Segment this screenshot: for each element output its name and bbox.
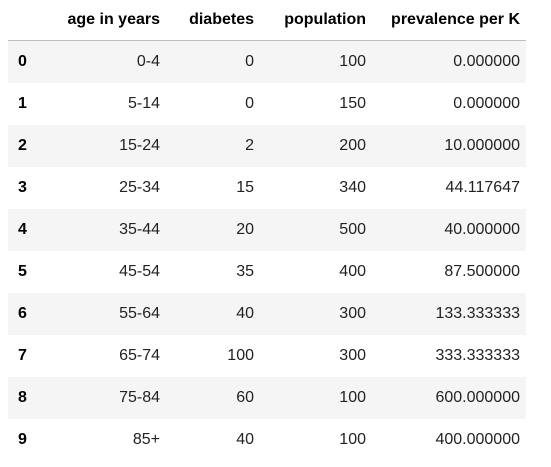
cell-diabetes: 2 bbox=[245, 136, 254, 154]
column-header-age: age in years bbox=[48, 0, 166, 41]
cell-population: 150 bbox=[339, 94, 366, 112]
cell-age: 85+ bbox=[132, 430, 160, 448]
column-header-population: population bbox=[260, 0, 372, 41]
row-index: 2 bbox=[18, 136, 27, 154]
cell-age: 75-84 bbox=[119, 388, 160, 406]
cell-diabetes: 40 bbox=[236, 430, 254, 448]
cell-prevalence: 600.000000 bbox=[435, 388, 520, 406]
cell-diabetes: 60 bbox=[236, 388, 254, 406]
table-row: 4 35-44 20 500 40.000000 bbox=[8, 208, 526, 251]
cell-population: 340 bbox=[339, 178, 366, 196]
row-index: 0 bbox=[18, 52, 27, 70]
row-index: 7 bbox=[18, 346, 27, 364]
cell-age: 25-34 bbox=[119, 178, 160, 196]
table-row: 3 25-34 15 340 44.117647 bbox=[8, 167, 526, 209]
cell-prevalence: 10.000000 bbox=[444, 136, 520, 154]
cell-prevalence: 0.000000 bbox=[453, 52, 520, 70]
cell-prevalence: 40.000000 bbox=[444, 220, 520, 238]
table-row: 8 75-84 60 100 600.000000 bbox=[8, 376, 526, 419]
cell-age: 15-24 bbox=[119, 136, 160, 154]
table-header: age in years diabetes population prevale… bbox=[8, 0, 526, 41]
table-row: 9 85+ 40 100 400.000000 bbox=[8, 419, 526, 461]
cell-population: 500 bbox=[339, 220, 366, 238]
table-row: 2 15-24 2 200 10.000000 bbox=[8, 124, 526, 167]
table-row: 6 55-64 40 300 133.333333 bbox=[8, 292, 526, 335]
row-index: 8 bbox=[18, 388, 27, 406]
row-index: 9 bbox=[18, 430, 27, 448]
column-header-prevalence: prevalence per K bbox=[372, 0, 526, 41]
cell-diabetes: 40 bbox=[236, 304, 254, 322]
cell-age: 55-64 bbox=[119, 304, 160, 322]
cell-population: 300 bbox=[339, 346, 366, 364]
cell-diabetes: 0 bbox=[245, 94, 254, 112]
cell-diabetes: 15 bbox=[236, 178, 254, 196]
cell-prevalence: 0.000000 bbox=[453, 94, 520, 112]
cell-age: 0-4 bbox=[136, 52, 160, 70]
row-index: 4 bbox=[18, 220, 27, 238]
cell-prevalence: 133.333333 bbox=[435, 304, 520, 322]
cell-diabetes: 20 bbox=[236, 220, 254, 238]
column-header-diabetes: diabetes bbox=[166, 0, 260, 41]
cell-age: 65-74 bbox=[119, 346, 160, 364]
cell-diabetes: 100 bbox=[227, 346, 254, 364]
dataframe-table: age in years diabetes population prevale… bbox=[8, 0, 526, 461]
cell-age: 45-54 bbox=[119, 262, 160, 280]
cell-population: 100 bbox=[339, 52, 366, 70]
cell-diabetes: 0 bbox=[245, 52, 254, 70]
cell-age: 5-14 bbox=[127, 94, 160, 112]
cell-population: 100 bbox=[339, 388, 366, 406]
cell-population: 400 bbox=[339, 262, 366, 280]
row-index: 5 bbox=[18, 262, 27, 280]
cell-prevalence: 44.117647 bbox=[445, 178, 520, 196]
table-row: 1 5-14 0 150 0.000000 bbox=[8, 83, 526, 125]
cell-population: 100 bbox=[339, 430, 366, 448]
row-index: 6 bbox=[18, 304, 27, 322]
cell-age: 35-44 bbox=[119, 220, 160, 238]
header-row: age in years diabetes population prevale… bbox=[8, 0, 526, 41]
index-header-blank bbox=[8, 0, 48, 41]
table-row: 5 45-54 35 400 87.500000 bbox=[8, 251, 526, 293]
cell-prevalence: 87.500000 bbox=[444, 262, 520, 280]
cell-prevalence: 400.000000 bbox=[435, 430, 520, 448]
table-body: 0 0-4 0 100 0.000000 1 5-14 0 150 0.000000 2 15-24 2… bbox=[8, 40, 526, 461]
row-index: 3 bbox=[18, 178, 27, 196]
row-index: 1 bbox=[18, 94, 27, 112]
table-row: 7 65-74 100 300 333.333333 bbox=[8, 335, 526, 377]
cell-prevalence: 333.333333 bbox=[435, 346, 520, 364]
table-row: 0 0-4 0 100 0.000000 bbox=[8, 40, 526, 83]
cell-diabetes: 35 bbox=[236, 262, 254, 280]
cell-population: 300 bbox=[339, 304, 366, 322]
cell-population: 200 bbox=[339, 136, 366, 154]
